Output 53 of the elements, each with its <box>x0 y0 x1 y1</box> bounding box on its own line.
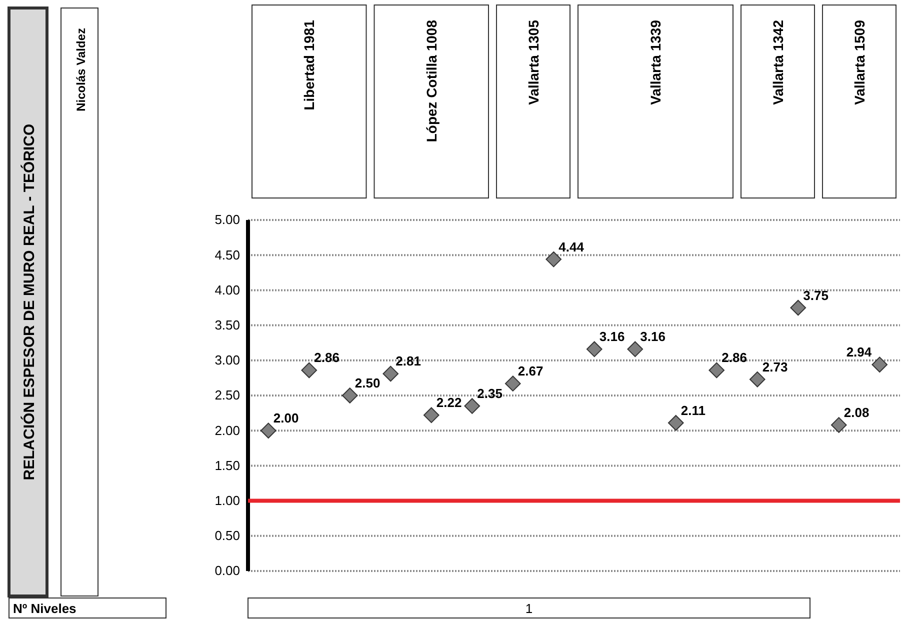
y-tick-label: 4.00 <box>214 282 240 298</box>
y-tick-label: 0.00 <box>214 563 240 578</box>
data-label: 2.22 <box>436 395 462 410</box>
y-tick-label: 3.50 <box>214 317 240 332</box>
data-label: 4.44 <box>558 239 585 254</box>
text: López Cotilla 1008 <box>423 20 440 142</box>
data-label: 2.86 <box>722 350 747 366</box>
point <box>749 371 766 388</box>
point <box>423 407 440 424</box>
data-label: 2.81 <box>396 354 421 369</box>
y-tick-label: 0.50 <box>214 528 240 544</box>
y-tick-label: 1.50 <box>214 458 240 473</box>
point <box>668 414 684 431</box>
point <box>790 300 806 316</box>
y-tick-label: 3.00 <box>214 352 240 368</box>
point <box>382 366 399 382</box>
data-label: 3.75 <box>803 288 828 303</box>
point <box>627 341 644 358</box>
point <box>872 356 888 373</box>
text: Vallarta 1342 <box>770 20 786 105</box>
text: Vallarta 1305 <box>525 20 542 105</box>
data-label: 2.86 <box>314 350 340 366</box>
point <box>342 388 358 404</box>
point <box>504 376 521 392</box>
y-tick-label: 5.00 <box>214 212 240 228</box>
data-label: 2.73 <box>762 359 788 374</box>
y-tick-label: 4.50 <box>214 247 240 262</box>
point <box>260 422 276 439</box>
data-label: 3.16 <box>640 329 666 344</box>
data-label: 2.94 <box>846 344 872 360</box>
point <box>464 398 480 414</box>
data-label: 2.11 <box>680 402 706 418</box>
point <box>830 417 847 433</box>
data-label: 2.08 <box>844 404 870 420</box>
point <box>708 362 725 378</box>
point <box>546 251 562 268</box>
data-label: 3.16 <box>599 329 625 344</box>
text: Vallarta 1339 <box>648 20 664 105</box>
text: Nicolás Valdez <box>74 28 88 112</box>
data-label: 2.50 <box>354 376 380 390</box>
point <box>301 362 318 378</box>
text: Nº Niveles <box>13 601 76 616</box>
y-tick-label: 2.00 <box>214 422 240 438</box>
text: Libertad 1981 <box>301 20 318 110</box>
data-label: 2.00 <box>273 410 299 426</box>
point <box>586 341 602 358</box>
data-label: 2.67 <box>518 364 544 379</box>
y-tick-label: 1.00 <box>214 492 240 508</box>
text: 1 <box>525 601 533 616</box>
y-tick-label: 2.50 <box>214 388 240 403</box>
data-label: 2.35 <box>477 386 502 402</box>
text: Vallarta 1509 <box>851 20 868 105</box>
text: RELACIÓN ESPESOR DE MURO REAL - TEÓRICO <box>20 123 38 480</box>
